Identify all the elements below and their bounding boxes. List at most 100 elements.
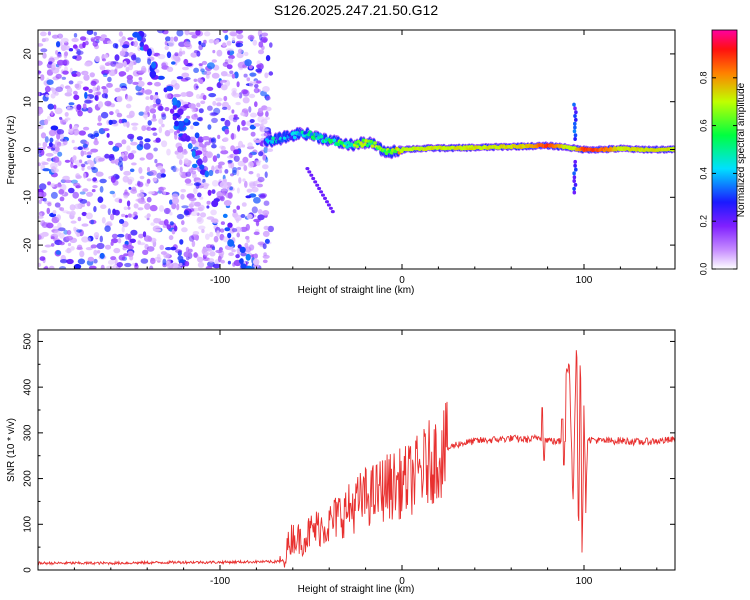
noise-cell [106,40,113,45]
side-trace-cell [315,183,320,187]
spike-cell [572,102,576,107]
noise-cell [118,156,123,163]
streak-cell [157,75,165,80]
noise-cell [118,161,123,168]
noise-cell [198,40,202,45]
noise-cell [253,231,260,236]
noise-cell [110,160,117,164]
noise-cell [47,181,52,186]
noise-cell [242,97,250,104]
noise-cell [235,101,241,106]
noise-cell [242,178,246,182]
noise-cell [212,49,216,54]
spike-cell [573,163,577,168]
noise-cell [222,188,226,195]
spectrogram-vertical-spike [572,102,578,195]
noise-cell [231,132,235,140]
noise-cell [130,141,138,146]
noise-cell [44,119,49,125]
noise-cell [203,39,207,45]
noise-cell [166,262,174,269]
noise-cell [216,102,222,107]
noise-cell [267,225,274,233]
noise-cell [123,253,129,257]
snr-ylabel: SNR (10 * v/v) [6,418,17,482]
noise-cell [127,250,134,258]
noise-cell [174,133,178,140]
noise-cell [47,202,52,207]
noise-cell [233,149,240,155]
noise-cell [133,40,139,48]
noise-cell [240,252,247,257]
noise-cell [256,173,261,178]
noise-cell [183,251,191,258]
noise-cell [113,247,121,254]
noise-cell [82,188,89,192]
noise-cell [90,219,94,225]
noise-cell [99,66,106,71]
noise-cell [85,212,93,220]
carrier-core [293,135,297,140]
noise-cell [41,191,47,197]
noise-cell [51,166,57,174]
spike-cell [572,129,577,134]
streak-cell [245,253,251,261]
carrier-core [282,136,287,140]
spike-cell [573,159,577,164]
spectrogram-ytick-label: -10 [23,190,34,205]
noise-cell [238,177,242,184]
side-trace-cell [326,203,331,207]
noise-cell [92,40,99,47]
noise-cell [81,223,89,227]
noise-cell [126,121,130,128]
spike-cell [572,179,576,183]
noise-cell [255,68,263,73]
noise-cell [54,183,62,188]
spectrogram-side-trace [305,167,335,214]
noise-cell [147,236,152,242]
noise-cell [206,86,214,91]
noise-cell [158,118,164,125]
noise-cell [46,79,54,85]
noise-cell [231,37,236,43]
noise-cell [110,176,116,183]
snr-ytick-label: 0 [23,567,34,573]
noise-cell [228,54,235,60]
noise-cell [236,205,240,210]
colorbar-gradient [711,29,738,270]
noise-cell [104,62,111,66]
noise-cell [128,63,134,71]
noise-cell [253,139,262,143]
streak-cell [143,44,149,52]
noise-cell [106,221,112,225]
noise-cell [183,210,190,216]
noise-cell [264,72,269,79]
noise-cell [55,86,63,93]
noise-cell [120,87,127,92]
carrier-core [303,131,307,135]
noise-cell [118,31,123,37]
snr-series-line [38,350,675,568]
noise-cell [212,155,218,163]
noise-cell [92,185,98,189]
carrier-core [314,132,319,137]
noise-cell [215,249,223,254]
noise-cell [101,217,106,224]
noise-cell [73,90,78,95]
noise-cell [108,69,116,77]
noise-cell [169,199,173,205]
noise-cell [197,261,205,268]
noise-cell [91,189,96,193]
noise-cell [38,70,42,74]
noise-cell [118,118,123,124]
noise-cell [245,235,250,240]
streak-cell [227,232,232,239]
noise-cell [206,216,215,220]
noise-cell [164,45,169,51]
noise-cell [190,136,197,141]
noise-cell [238,92,243,99]
noise-cell [142,249,149,255]
noise-cell [184,77,191,81]
spectrogram-ytick-label: -20 [23,237,34,252]
noise-cell [220,228,225,233]
